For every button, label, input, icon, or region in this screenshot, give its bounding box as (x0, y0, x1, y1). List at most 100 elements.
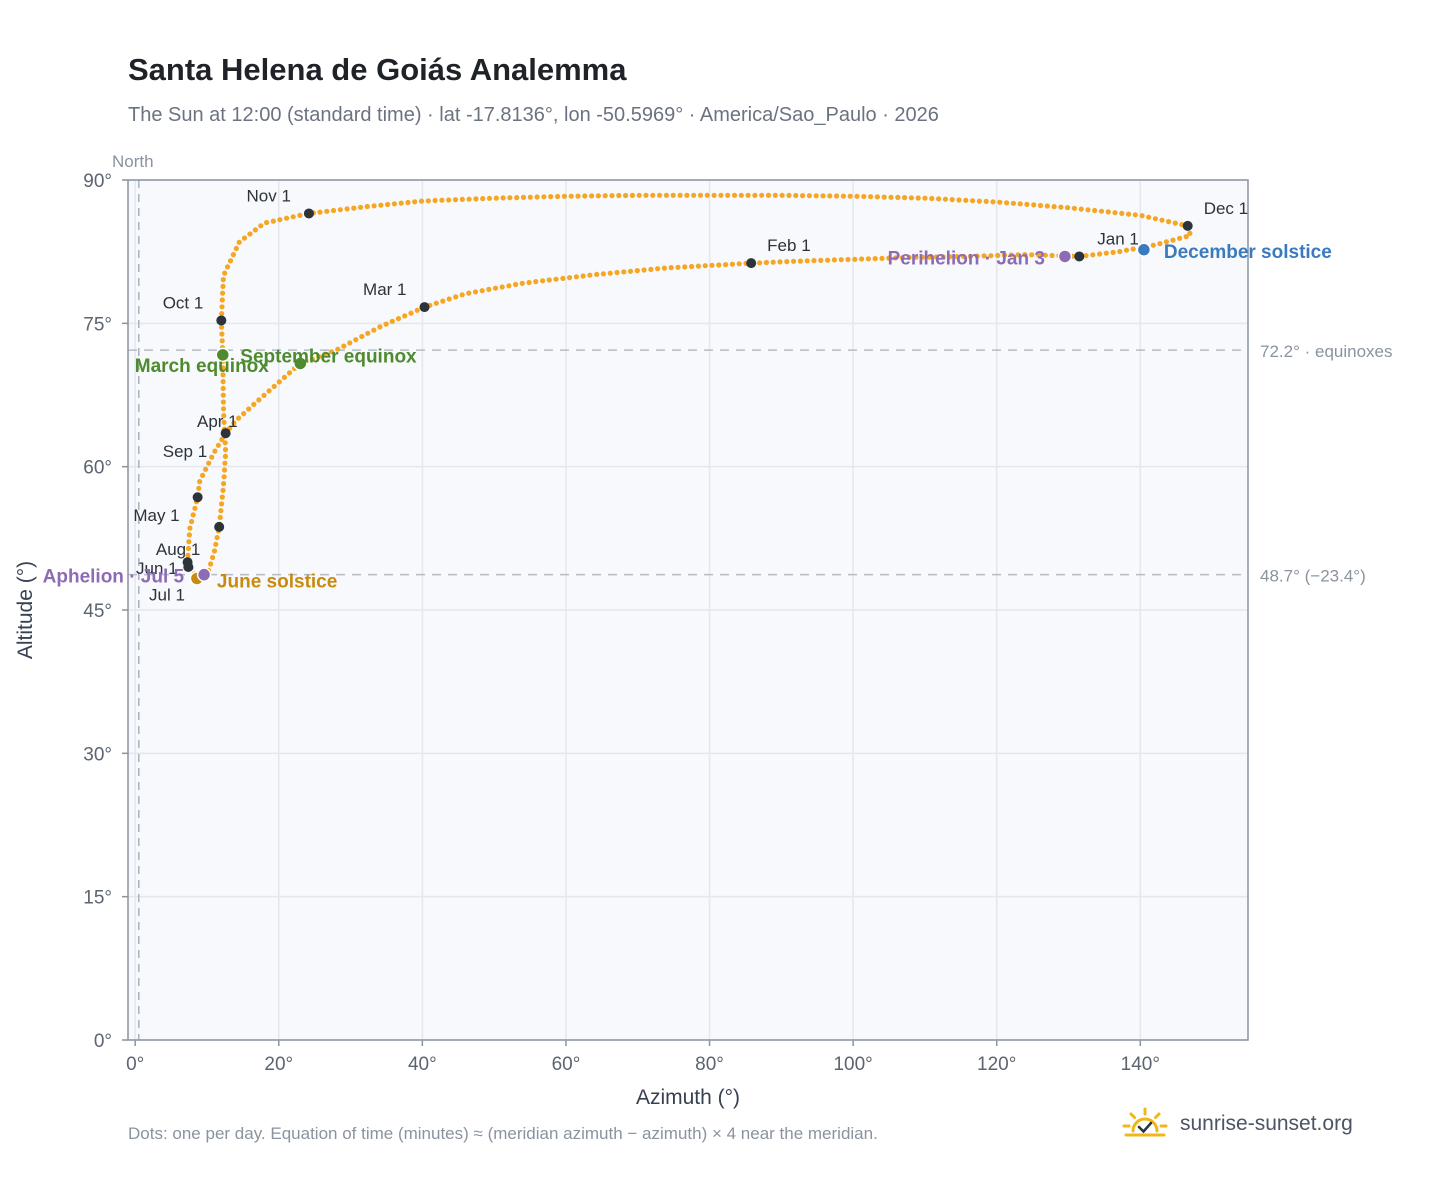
month-marker (214, 521, 225, 532)
month-marker (419, 302, 430, 313)
daily-dot (684, 192, 690, 198)
daily-dot (330, 207, 337, 214)
daily-dot (922, 195, 928, 201)
daily-dot (555, 193, 561, 200)
daily-dot (534, 194, 540, 200)
daily-dot (847, 193, 853, 199)
daily-dot (1119, 210, 1125, 216)
daily-dot (211, 548, 218, 554)
daily-dot (711, 192, 717, 198)
daily-dot (777, 259, 783, 265)
daily-dot (286, 370, 293, 376)
daily-dot (187, 525, 193, 531)
daily-dot (513, 281, 519, 288)
daily-dot (752, 192, 758, 198)
month-label: Dec 1 (1204, 199, 1248, 218)
daily-dot (341, 343, 347, 349)
daily-dot (786, 192, 792, 198)
daily-dot (1001, 252, 1008, 258)
daily-dot (663, 192, 670, 198)
daily-dot (453, 294, 459, 300)
daily-dot (236, 415, 242, 421)
daily-dot (725, 192, 731, 198)
y-tick-label: 75° (83, 314, 112, 335)
daily-dot (347, 340, 353, 346)
daily-dot (220, 399, 226, 405)
month-label: Jun 1 (136, 559, 178, 578)
month-label: May 1 (133, 506, 179, 525)
daily-dot (218, 508, 224, 514)
daily-dot (358, 204, 364, 210)
daily-dot (553, 276, 559, 282)
y-tick-label: 0° (94, 1031, 112, 1052)
x-tick-label: 20° (264, 1054, 293, 1075)
daily-dot (582, 193, 588, 199)
daily-dot (210, 554, 216, 561)
daily-dot (865, 256, 872, 262)
daily-dot (222, 440, 228, 446)
daily-dot (371, 327, 377, 333)
daily-dot (185, 552, 191, 558)
daily-dot (506, 283, 512, 289)
daily-dot (1051, 204, 1057, 210)
daily-dot (322, 351, 328, 357)
daily-dot (745, 192, 751, 198)
month-marker (192, 492, 203, 503)
daily-dot (784, 259, 790, 265)
daily-dot (219, 338, 225, 344)
daily-dot (185, 545, 192, 552)
daily-dot (220, 365, 226, 371)
daily-dot (230, 252, 236, 258)
daily-dot (344, 206, 350, 212)
month-marker (1182, 220, 1193, 231)
daily-dot (1172, 220, 1178, 226)
daily-dot (1110, 249, 1116, 255)
daily-dot (1078, 206, 1084, 212)
daily-dot (221, 481, 227, 487)
daily-dot (486, 195, 493, 201)
daily-dot (974, 253, 980, 259)
daily-dot (290, 214, 296, 220)
daily-dot (507, 195, 513, 201)
daily-dot (845, 256, 851, 263)
daily-dot (1017, 201, 1023, 207)
daily-dot (738, 192, 744, 198)
daily-dot (594, 271, 600, 277)
daily-dot (309, 356, 315, 362)
daily-dot (791, 258, 797, 264)
daily-dot (970, 198, 976, 204)
daily-dot (548, 194, 554, 200)
y-tick-label: 90° (83, 171, 112, 192)
daily-dot (818, 257, 824, 263)
daily-dot (1083, 253, 1089, 259)
event-marker (1057, 249, 1073, 264)
daily-dot (913, 254, 919, 260)
daily-dot (219, 297, 225, 303)
daily-dot (221, 413, 227, 419)
daily-dot (661, 265, 668, 271)
daily-dot (1112, 210, 1118, 216)
daily-dot (825, 257, 831, 263)
daily-dot (695, 263, 702, 269)
daily-dot (947, 254, 953, 260)
brand-name[interactable]: sunrise-sunset.org (1180, 1112, 1353, 1135)
daily-dot (614, 269, 620, 276)
daily-dot (190, 512, 196, 518)
event-label: December solstice (1164, 242, 1332, 263)
chart-title: Santa Helena de Goiás Analemma (128, 52, 627, 87)
daily-dot (540, 278, 546, 284)
daily-dot (920, 254, 926, 260)
brand-logo[interactable]: sunrise-sunset.org (1122, 1104, 1353, 1144)
daily-dot (317, 209, 323, 215)
daily-dot (813, 193, 819, 199)
daily-dot (881, 194, 887, 200)
daily-dot (981, 253, 987, 259)
event-label: September equinox (240, 346, 417, 367)
daily-dot (602, 193, 608, 199)
x-axis-label: Azimuth (°) (636, 1086, 740, 1109)
plot-area: 0° 20° 40° 60° 80° 100° 120° 140° 0° 15° 30° 45° 60°… (43, 171, 1393, 1075)
daily-dot (929, 195, 935, 202)
daily-dot (718, 192, 724, 198)
plot-frame (127, 179, 1249, 1041)
daily-dot (1177, 235, 1183, 241)
